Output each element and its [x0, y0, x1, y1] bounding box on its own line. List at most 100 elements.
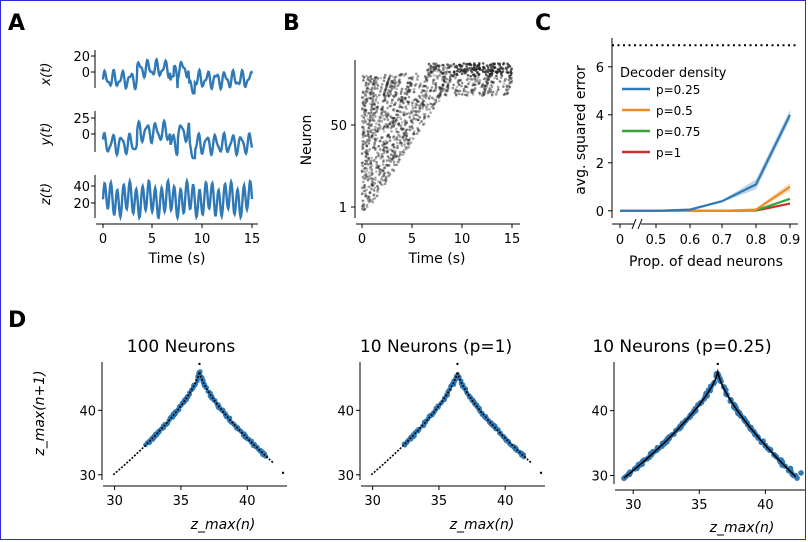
spike-dot — [375, 109, 379, 112]
spike-dot — [481, 92, 485, 95]
spike-dot — [362, 128, 366, 131]
spike-dot — [362, 79, 365, 82]
xtick-a-10: 10 — [194, 232, 211, 247]
reference-curve — [623, 368, 797, 479]
spike-dot — [389, 121, 392, 124]
spike-dot — [367, 136, 371, 139]
spike-dot — [378, 127, 382, 130]
spike-dot — [423, 75, 427, 78]
spike-dot — [442, 68, 445, 72]
spike-dot — [486, 75, 490, 78]
spike-dot — [443, 65, 446, 69]
spike-dot — [404, 136, 408, 140]
spike-dot — [461, 93, 464, 96]
spike-dot — [481, 83, 484, 87]
spike-dot — [469, 69, 473, 72]
spike-dot — [370, 159, 374, 162]
spike-dot — [470, 67, 474, 70]
panel-label-b: B — [283, 11, 300, 36]
spike-dot — [404, 87, 408, 91]
spike-dot — [362, 96, 365, 99]
panel-b: Neuron 50 1 0 5 10 15 Time (s) — [299, 60, 520, 267]
spike-dot — [383, 166, 386, 170]
spike-dot — [366, 178, 370, 182]
spike-dot — [366, 91, 370, 94]
spike-dot — [382, 148, 385, 152]
spike-dot — [366, 133, 370, 137]
spike-dot — [370, 88, 373, 92]
spike-dot — [376, 126, 380, 130]
spike-dot — [405, 92, 409, 96]
spike-dot — [370, 176, 373, 180]
spike-dot — [384, 89, 387, 92]
ytick-c-0: 0 — [596, 205, 604, 220]
spike-dot — [432, 78, 436, 81]
spike-dot — [399, 73, 403, 76]
spike-dot — [360, 114, 364, 118]
spike-dot — [365, 89, 368, 93]
spike-dot — [404, 96, 407, 100]
spike-dot — [457, 79, 461, 83]
spike-dot — [452, 62, 456, 66]
spike-dot — [415, 99, 419, 102]
axis-break-icon — [631, 218, 643, 230]
spike-dot — [415, 77, 419, 80]
spike-dot — [416, 99, 419, 102]
spike-dot — [388, 173, 392, 176]
spike-dot — [488, 87, 491, 90]
spike-dot — [374, 125, 377, 129]
spike-dot — [402, 102, 405, 105]
spike-dot — [364, 141, 367, 145]
spike-dot — [406, 81, 410, 85]
spike-dot — [360, 186, 364, 190]
spike-dot — [473, 88, 476, 91]
spike-dot — [418, 84, 422, 88]
spike-dot — [493, 66, 497, 69]
spike-dot — [403, 148, 406, 152]
spike-dot — [483, 84, 487, 88]
spike-dot — [436, 75, 440, 79]
spike-dot — [393, 95, 396, 99]
spike-dot — [464, 85, 468, 88]
spike-dot — [368, 185, 372, 189]
spike-dot — [372, 194, 376, 197]
spike-dot — [377, 154, 380, 158]
spike-dot — [406, 142, 410, 146]
spike-dot — [412, 98, 416, 102]
spike-dot — [376, 185, 380, 189]
spike-dot — [408, 84, 412, 87]
spike-dot — [367, 156, 371, 160]
spike-dot — [388, 136, 392, 139]
spike-dot — [367, 199, 370, 202]
spike-dot — [455, 85, 459, 89]
subtitle-d-2: 10 Neurons (p=0.25) — [592, 337, 771, 357]
spike-dot — [394, 149, 397, 153]
spike-dot — [363, 93, 367, 97]
spike-dot — [384, 111, 388, 114]
spike-dot — [361, 147, 365, 151]
spike-dot — [429, 102, 433, 106]
spike-dot — [424, 93, 427, 97]
spike-dot — [506, 62, 509, 65]
spike-dot — [366, 196, 370, 199]
spike-dot — [442, 78, 446, 82]
row-z: z(t) 40 20 — [39, 175, 258, 225]
spike-dot — [364, 142, 368, 146]
spike-dot — [383, 124, 387, 127]
spike-dot — [474, 77, 477, 81]
spike-dot — [370, 105, 374, 109]
spike-dot — [410, 76, 413, 79]
return-map-dot — [421, 423, 427, 429]
spike-dot — [360, 96, 364, 99]
spike-dot — [390, 125, 394, 129]
spike-dot — [376, 151, 379, 154]
spike-dot — [386, 93, 390, 97]
spike-dot — [401, 127, 405, 130]
spike-dot — [439, 70, 443, 73]
return-map-dot — [224, 414, 229, 420]
spike-dot — [378, 168, 381, 171]
spike-dot — [374, 93, 377, 97]
xlabel-d-1: z_max(n) — [449, 517, 515, 533]
spike-dot — [491, 90, 495, 94]
spike-dot — [384, 180, 388, 183]
